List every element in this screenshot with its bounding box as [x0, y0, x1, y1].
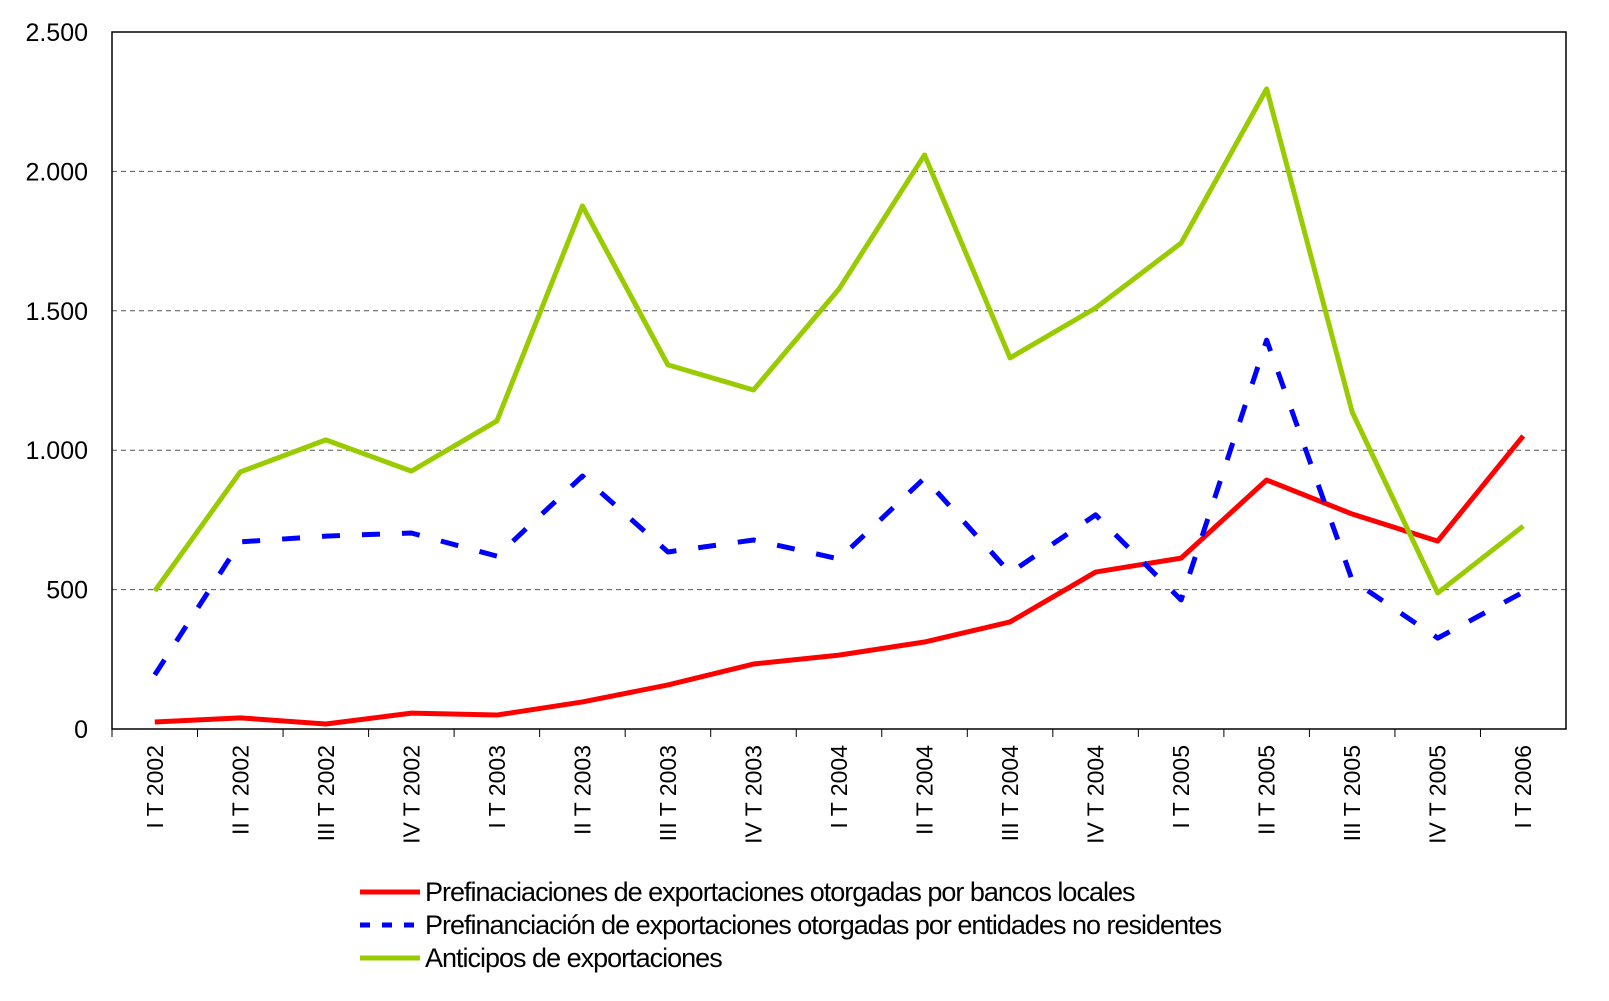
x-tick-label: IV T 2004 [1083, 745, 1109, 844]
x-tick-label: IV T 2002 [398, 745, 424, 844]
x-tick-label: I T 2004 [826, 745, 852, 829]
legend-label: Prefinanciación de exportaciones otorgad… [425, 910, 1222, 940]
x-tick-label: I T 2002 [142, 745, 168, 829]
legend-label: Prefinaciaciones de exportaciones otorga… [425, 877, 1135, 907]
plot-frame [111, 31, 1567, 730]
y-tick-label: 500 [46, 577, 88, 605]
series-line [152, 86, 1525, 596]
y-tick-label: 1.500 [25, 298, 88, 326]
x-tick-label: IV T 2005 [1425, 745, 1451, 844]
y-tick-label: 0 [74, 716, 88, 744]
series-line [152, 337, 1525, 677]
x-tick-label: IV T 2003 [740, 745, 766, 844]
x-tick-label: II T 2004 [912, 745, 938, 835]
y-tick-label: 2.000 [25, 158, 88, 186]
x-tick-label: I T 2006 [1510, 745, 1536, 829]
x-tick-label: II T 2002 [227, 745, 253, 835]
x-tick-label: III T 2005 [1339, 745, 1365, 841]
x-tick-label: III T 2002 [313, 745, 339, 841]
y-tick-label: 2.500 [25, 19, 88, 47]
x-tick-label: II T 2005 [1254, 745, 1280, 835]
legend-label: Anticipos de exportaciones [425, 943, 722, 973]
x-tick-label: III T 2003 [655, 745, 681, 841]
x-tick-label: III T 2004 [997, 745, 1023, 842]
x-tick-label: I T 2005 [1168, 745, 1194, 829]
x-tick-label: II T 2003 [569, 745, 595, 835]
x-tick-label: I T 2003 [484, 745, 510, 829]
y-tick-label: 1.000 [25, 437, 88, 465]
series-line [154, 434, 1526, 727]
